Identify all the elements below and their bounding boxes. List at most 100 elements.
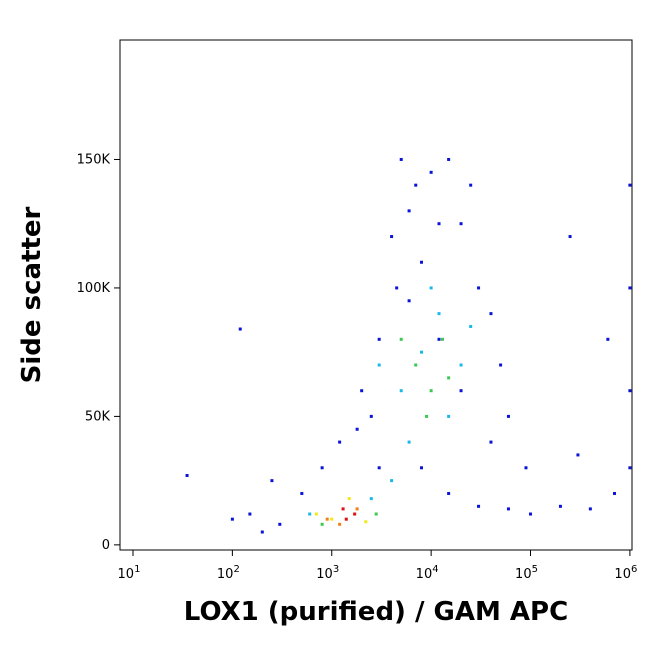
- x-tick-power: 4: [432, 564, 438, 575]
- point: [588, 507, 592, 511]
- point: [278, 522, 282, 526]
- point: [360, 389, 364, 393]
- point: [459, 389, 463, 393]
- point: [429, 389, 433, 393]
- point: [606, 337, 610, 341]
- point: [628, 183, 632, 187]
- point: [407, 299, 411, 303]
- point: [558, 504, 562, 508]
- x-tick-label: 103: [316, 564, 339, 582]
- point: [489, 440, 493, 444]
- point: [477, 286, 481, 290]
- x-tick-label: 102: [217, 564, 240, 582]
- point: [390, 479, 394, 483]
- point: [364, 520, 368, 524]
- point: [529, 512, 533, 516]
- point: [420, 466, 424, 470]
- point: [338, 522, 342, 526]
- point: [399, 157, 403, 161]
- point: [506, 507, 510, 511]
- point: [300, 491, 304, 495]
- point: [377, 337, 381, 341]
- point: [489, 312, 493, 316]
- point: [270, 479, 274, 483]
- x-tick-label: 101: [118, 564, 141, 582]
- x-tick-power: 3: [333, 564, 339, 575]
- point: [407, 209, 411, 213]
- point: [437, 312, 441, 316]
- point: [248, 512, 252, 516]
- point: [499, 363, 503, 367]
- point: [628, 466, 632, 470]
- point: [344, 517, 348, 521]
- x-tick-power: 2: [233, 564, 239, 575]
- x-tick-base: 10: [515, 567, 532, 582]
- x-tick-power: 5: [532, 564, 538, 575]
- x-tick-base: 10: [614, 567, 631, 582]
- point: [230, 517, 234, 521]
- point: [477, 504, 481, 508]
- point: [459, 222, 463, 226]
- x-tick-label: 106: [614, 564, 637, 582]
- plot-frame: [119, 39, 633, 551]
- point: [347, 497, 351, 501]
- point: [420, 350, 424, 354]
- x-tick-power: 1: [134, 564, 140, 575]
- point: [341, 507, 345, 511]
- point: [320, 522, 324, 526]
- point: [314, 512, 318, 516]
- point: [469, 183, 473, 187]
- point: [506, 414, 510, 418]
- y-axis-title: Side scatter: [17, 206, 47, 383]
- x-tick-label: 105: [515, 564, 538, 582]
- point: [260, 530, 264, 534]
- x-tick-base: 10: [416, 567, 433, 582]
- point: [437, 222, 441, 226]
- point: [374, 512, 378, 516]
- x-tick-power: 6: [631, 564, 637, 575]
- point: [447, 414, 451, 418]
- x-tick-base: 10: [316, 567, 333, 582]
- point: [420, 260, 424, 264]
- point: [469, 324, 473, 328]
- x-tick-base: 10: [217, 567, 234, 582]
- point: [440, 337, 444, 341]
- point: [377, 466, 381, 470]
- point: [414, 363, 418, 367]
- point: [613, 491, 617, 495]
- point: [355, 427, 359, 431]
- point: [447, 491, 451, 495]
- point: [330, 517, 334, 521]
- point: [355, 507, 359, 511]
- point: [320, 466, 324, 470]
- point: [576, 453, 580, 457]
- point: [628, 389, 632, 393]
- point: [524, 466, 528, 470]
- y-tick-label: 100K: [77, 281, 111, 296]
- point: [447, 157, 451, 161]
- point: [399, 389, 403, 393]
- point: [238, 327, 242, 331]
- point: [425, 414, 429, 418]
- y-tick-label: 0: [102, 538, 110, 553]
- point: [390, 235, 394, 239]
- point: [429, 170, 433, 174]
- point: [459, 363, 463, 367]
- point: [353, 512, 357, 516]
- point: [338, 440, 342, 444]
- point: [395, 286, 399, 290]
- point: [369, 414, 373, 418]
- point: [437, 337, 441, 341]
- point: [377, 363, 381, 367]
- point: [628, 286, 632, 290]
- point: [447, 376, 451, 380]
- point: [399, 337, 403, 341]
- y-tick-label: 50K: [85, 409, 111, 424]
- point: [325, 517, 329, 521]
- point: [429, 286, 433, 290]
- x-tick-base: 10: [118, 567, 135, 582]
- point: [369, 497, 373, 501]
- point: [414, 183, 418, 187]
- point: [308, 512, 312, 516]
